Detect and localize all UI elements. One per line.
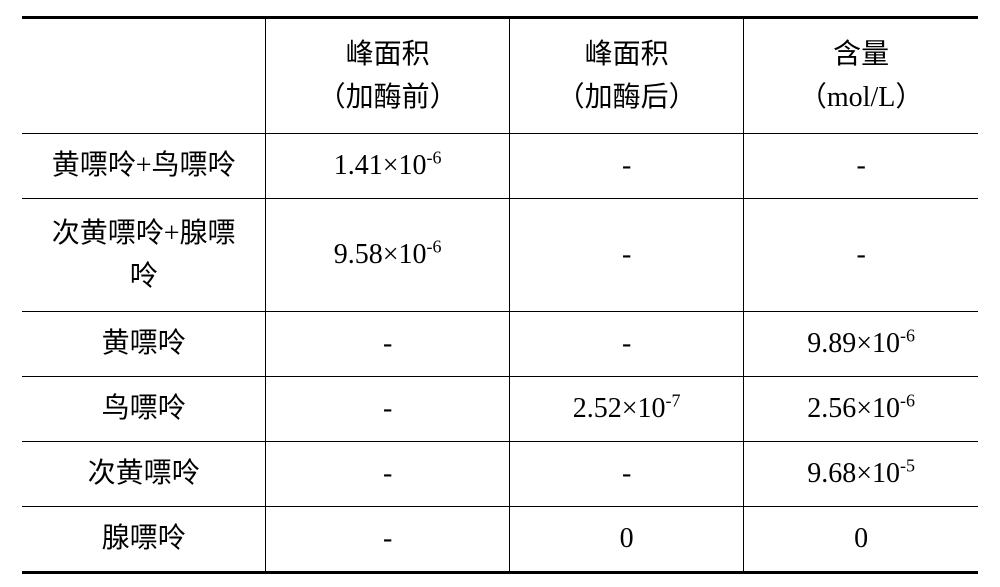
row-name-line1: 黄嘌呤+鸟嘌呤 (52, 150, 236, 181)
row-post-cell: - (510, 199, 744, 312)
row-conc-cell: - (744, 134, 978, 199)
row-name-line2: 呤 (130, 261, 158, 292)
row-conc-value: 0 (854, 523, 868, 554)
row-post-value: - (622, 328, 631, 359)
row-pre-cell: - (266, 507, 510, 573)
row-post-cell: 0 (510, 507, 744, 573)
row-conc-value: - (856, 239, 865, 270)
table-header-row: 峰面积 （加酶前） 峰面积 （加酶后） 含量 （mol/L） (22, 18, 978, 134)
row-conc-cell: 9.68×10-5 (744, 442, 978, 507)
table-row: 次黄嘌呤+腺嘌呤 9.58×10-6 - - (22, 199, 978, 312)
row-conc-value: 9.68×10-5 (807, 458, 915, 489)
row-conc-cell: 9.89×10-6 (744, 312, 978, 377)
header-post-line1: 峰面积 (585, 39, 669, 70)
table-body: 黄嘌呤+鸟嘌呤1.41×10-6--次黄嘌呤+腺嘌呤9.58×10-6--黄嘌呤… (22, 134, 978, 573)
header-conc-line2: （mol/L） (799, 82, 923, 113)
header-conc-line1: 含量 (833, 39, 889, 70)
row-pre-cell: - (266, 312, 510, 377)
row-pre-cell: - (266, 377, 510, 442)
row-name-cell: 次黄嘌呤+腺嘌呤 (22, 199, 266, 312)
row-pre-value: - (383, 393, 392, 424)
row-name-line1: 次黄嘌呤+腺嘌 (52, 218, 236, 249)
row-conc-value: 9.89×10-6 (807, 328, 915, 359)
page: 峰面积 （加酶前） 峰面积 （加酶后） 含量 （mol/L） (0, 0, 1000, 587)
table-row: 黄嘌呤+鸟嘌呤 1.41×10-6 - - (22, 134, 978, 199)
header-pre-line1: 峰面积 (346, 39, 430, 70)
row-conc-value: - (856, 150, 865, 181)
row-pre-cell: - (266, 442, 510, 507)
header-cell-conc: 含量 （mol/L） (744, 18, 978, 134)
row-post-value: 2.52×10-7 (573, 393, 681, 424)
row-pre-value: - (383, 523, 392, 554)
row-post-cell: 2.52×10-7 (510, 377, 744, 442)
row-name-line1: 黄嘌呤 (102, 328, 186, 359)
table-row: 黄嘌呤 - - 9.89×10-6 (22, 312, 978, 377)
row-pre-value: 9.58×10-6 (334, 239, 442, 270)
row-name-cell: 腺嘌呤 (22, 507, 266, 573)
header-cell-name (22, 18, 266, 134)
row-post-cell: - (510, 312, 744, 377)
row-post-value: - (622, 239, 631, 270)
row-conc-cell: 2.56×10-6 (744, 377, 978, 442)
row-conc-cell: 0 (744, 507, 978, 573)
header-post-line2: （加酶后） (557, 82, 697, 113)
row-name-line1: 腺嘌呤 (102, 523, 186, 554)
row-name-cell: 鸟嘌呤 (22, 377, 266, 442)
row-name-line1: 次黄嘌呤 (88, 458, 200, 489)
header-cell-post: 峰面积 （加酶后） (510, 18, 744, 134)
row-conc-cell: - (744, 199, 978, 312)
row-name-cell: 黄嘌呤 (22, 312, 266, 377)
table-row: 腺嘌呤 - 0 0 (22, 507, 978, 573)
row-pre-value: - (383, 458, 392, 489)
row-name-cell: 次黄嘌呤 (22, 442, 266, 507)
row-name-cell: 黄嘌呤+鸟嘌呤 (22, 134, 266, 199)
table-row: 鸟嘌呤 - 2.52×10-7 2.56×10-6 (22, 377, 978, 442)
row-post-value: - (622, 458, 631, 489)
row-post-cell: - (510, 442, 744, 507)
row-pre-value: - (383, 328, 392, 359)
row-post-cell: - (510, 134, 744, 199)
row-post-value: - (622, 150, 631, 181)
header-cell-pre: 峰面积 （加酶前） (266, 18, 510, 134)
data-table: 峰面积 （加酶前） 峰面积 （加酶后） 含量 （mol/L） (22, 16, 978, 574)
row-name-line1: 鸟嘌呤 (102, 393, 186, 424)
header-pre-line2: （加酶前） (318, 82, 458, 113)
table-row: 次黄嘌呤 - - 9.68×10-5 (22, 442, 978, 507)
row-pre-cell: 1.41×10-6 (266, 134, 510, 199)
row-pre-value: 1.41×10-6 (334, 150, 442, 181)
row-conc-value: 2.56×10-6 (807, 393, 915, 424)
row-pre-cell: 9.58×10-6 (266, 199, 510, 312)
row-post-value: 0 (620, 523, 634, 554)
